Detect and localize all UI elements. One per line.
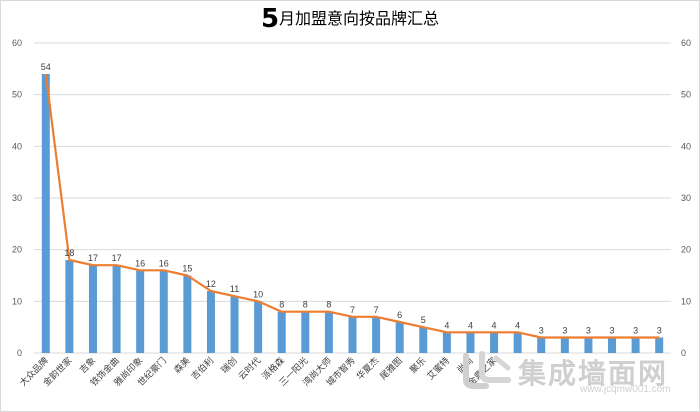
bar [419, 327, 428, 353]
bar [490, 332, 499, 353]
data-label: 4 [444, 320, 449, 330]
bar [277, 311, 286, 353]
data-label: 11 [230, 284, 239, 294]
bar [41, 74, 50, 353]
y-tick-label-right: 20 [681, 245, 691, 255]
data-label: 8 [303, 300, 308, 310]
category-label: 吉象 [77, 355, 98, 376]
bar [230, 296, 239, 353]
bar [395, 322, 404, 353]
data-label: 5 [421, 315, 426, 325]
data-label: 3 [610, 326, 615, 336]
bar [513, 332, 522, 353]
data-label: 17 [112, 253, 122, 263]
bar [655, 337, 664, 353]
chart-title: 5月加盟意向按品牌汇总 [0, 4, 700, 34]
bar [584, 337, 593, 353]
y-tick-label-left: 60 [12, 38, 22, 48]
y-tick-label-right: 50 [681, 90, 691, 100]
data-label: 7 [374, 305, 379, 315]
bar [301, 311, 310, 353]
y-tick-label-right: 0 [681, 348, 686, 358]
bar [88, 265, 97, 353]
y-tick-label-left: 10 [12, 296, 22, 306]
data-label: 54 [41, 62, 51, 72]
bar [159, 270, 168, 353]
y-tick-label-left: 20 [12, 245, 22, 255]
data-label: 6 [397, 310, 402, 320]
chart-title-number: 5 [260, 4, 280, 34]
category-label: 华夏杰 [354, 355, 382, 383]
data-label: 17 [88, 253, 98, 263]
bar [537, 337, 546, 353]
bar [206, 291, 215, 353]
data-label: 15 [182, 264, 192, 274]
data-label: 4 [515, 320, 520, 330]
data-label: 8 [279, 300, 284, 310]
category-label: 尾雅图 [377, 355, 405, 383]
data-label: 4 [468, 320, 473, 330]
bar [466, 332, 475, 353]
bar [442, 332, 451, 353]
bar [136, 270, 145, 353]
data-label: 3 [539, 326, 544, 336]
y-tick-label-left: 30 [12, 193, 22, 203]
y-tick-label-left: 0 [17, 348, 22, 358]
data-label: 16 [135, 258, 145, 268]
data-label: 18 [64, 248, 74, 258]
bar [560, 337, 569, 353]
y-tick-label-right: 30 [681, 193, 691, 203]
data-label: 10 [253, 289, 263, 299]
bar [348, 316, 357, 353]
data-label: 7 [350, 305, 355, 315]
data-label: 3 [586, 326, 591, 336]
bar [112, 265, 121, 353]
bar [324, 311, 333, 353]
bar [372, 316, 381, 353]
data-label: 4 [492, 320, 497, 330]
bar [65, 260, 74, 353]
data-label: 3 [633, 326, 638, 336]
category-label: 瑞创 [218, 355, 239, 376]
y-tick-label-right: 40 [681, 141, 691, 151]
bar [183, 275, 192, 353]
category-label: 尚尚 [454, 355, 475, 376]
y-tick-label-left: 50 [12, 90, 22, 100]
series-line [44, 73, 660, 339]
data-label: 12 [206, 279, 216, 289]
data-label: 8 [326, 300, 331, 310]
bar [254, 301, 263, 353]
bar [608, 337, 617, 353]
y-tick-label-right: 10 [681, 296, 691, 306]
category-label: 吉伯利 [188, 355, 216, 383]
data-label: 16 [159, 258, 169, 268]
data-label: 3 [562, 326, 567, 336]
category-label: 聚乐 [407, 355, 428, 376]
data-label: 3 [657, 326, 662, 336]
bar [631, 337, 640, 353]
y-tick-label-right: 60 [681, 38, 691, 48]
category-label: 森美 [171, 355, 192, 376]
category-label: 云时代 [236, 355, 264, 383]
category-label: 艾蜜特 [424, 355, 452, 383]
y-tick-label-left: 40 [12, 141, 22, 151]
chart-title-text: 月加盟意向按品牌汇总 [279, 9, 440, 28]
